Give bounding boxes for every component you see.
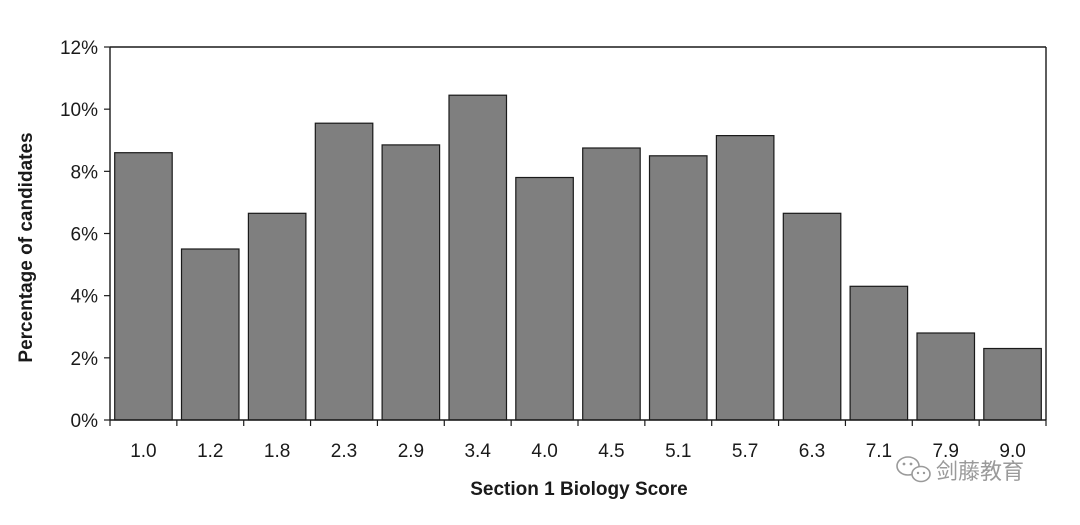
y-tick-label: 8% — [71, 162, 99, 183]
x-ticks: 1.0 1.2 1.8 2.3 2.9 3.4 4.0 4.5 5.1 5.7 6.3 7.1 7.9 9… — [109, 420, 1047, 462]
bar-4.0 — [515, 176, 574, 421]
bar-1.8 — [247, 212, 307, 421]
watermark-text: 剑藤教育 — [936, 459, 1024, 484]
x-tick-label: 6.3 — [799, 441, 825, 462]
wechat-icon — [896, 456, 931, 483]
y-tick-label: 4% — [71, 287, 99, 308]
x-axis-title: Section 1 Biology Score — [470, 479, 688, 500]
watermark: 剑藤教育 — [896, 456, 1024, 484]
y-ticks: 0% 2% 4% 6% 8% 10% 12% — [60, 38, 110, 432]
bar-7.1 — [849, 285, 909, 421]
x-tick-label: 7.9 — [932, 441, 958, 462]
x-tick-label: 3.4 — [464, 441, 491, 462]
x-tick-label: 5.7 — [732, 441, 758, 462]
x-tick-label: 4.0 — [531, 441, 557, 462]
bar-3.4 — [448, 94, 508, 421]
x-tick-label: 2.9 — [398, 441, 424, 462]
y-tick-label: 12% — [60, 38, 98, 59]
x-tick-label: 7.1 — [866, 441, 892, 462]
y-tick-label: 6% — [71, 225, 99, 246]
bar-2.3 — [314, 122, 374, 421]
x-tick-label: 5.1 — [665, 441, 691, 462]
x-tick-label: 2.3 — [331, 441, 357, 462]
y-tick-label: 10% — [60, 100, 98, 121]
y-tick-label: 2% — [71, 349, 99, 370]
y-axis-title: Percentage of candidates — [16, 132, 37, 362]
bar-1.0 — [114, 152, 173, 421]
bar-6.3 — [782, 212, 842, 421]
bar-2.9 — [381, 144, 441, 421]
bar-7.9 — [916, 332, 976, 421]
x-tick-label: 4.5 — [598, 441, 624, 462]
bar-4.5 — [582, 147, 641, 421]
x-tick-label: 9.0 — [999, 441, 1025, 462]
y-tick-label: 0% — [71, 411, 99, 432]
bar-5.1 — [648, 155, 708, 421]
x-tick-label: 1.8 — [264, 441, 290, 462]
bar-9.0 — [983, 347, 1042, 421]
bars-layer — [114, 94, 1042, 421]
bar-1.2 — [180, 248, 240, 421]
x-tick-label: 1.2 — [197, 441, 223, 462]
x-tick-label: 1.0 — [130, 441, 156, 462]
bar-5.7 — [715, 135, 775, 421]
